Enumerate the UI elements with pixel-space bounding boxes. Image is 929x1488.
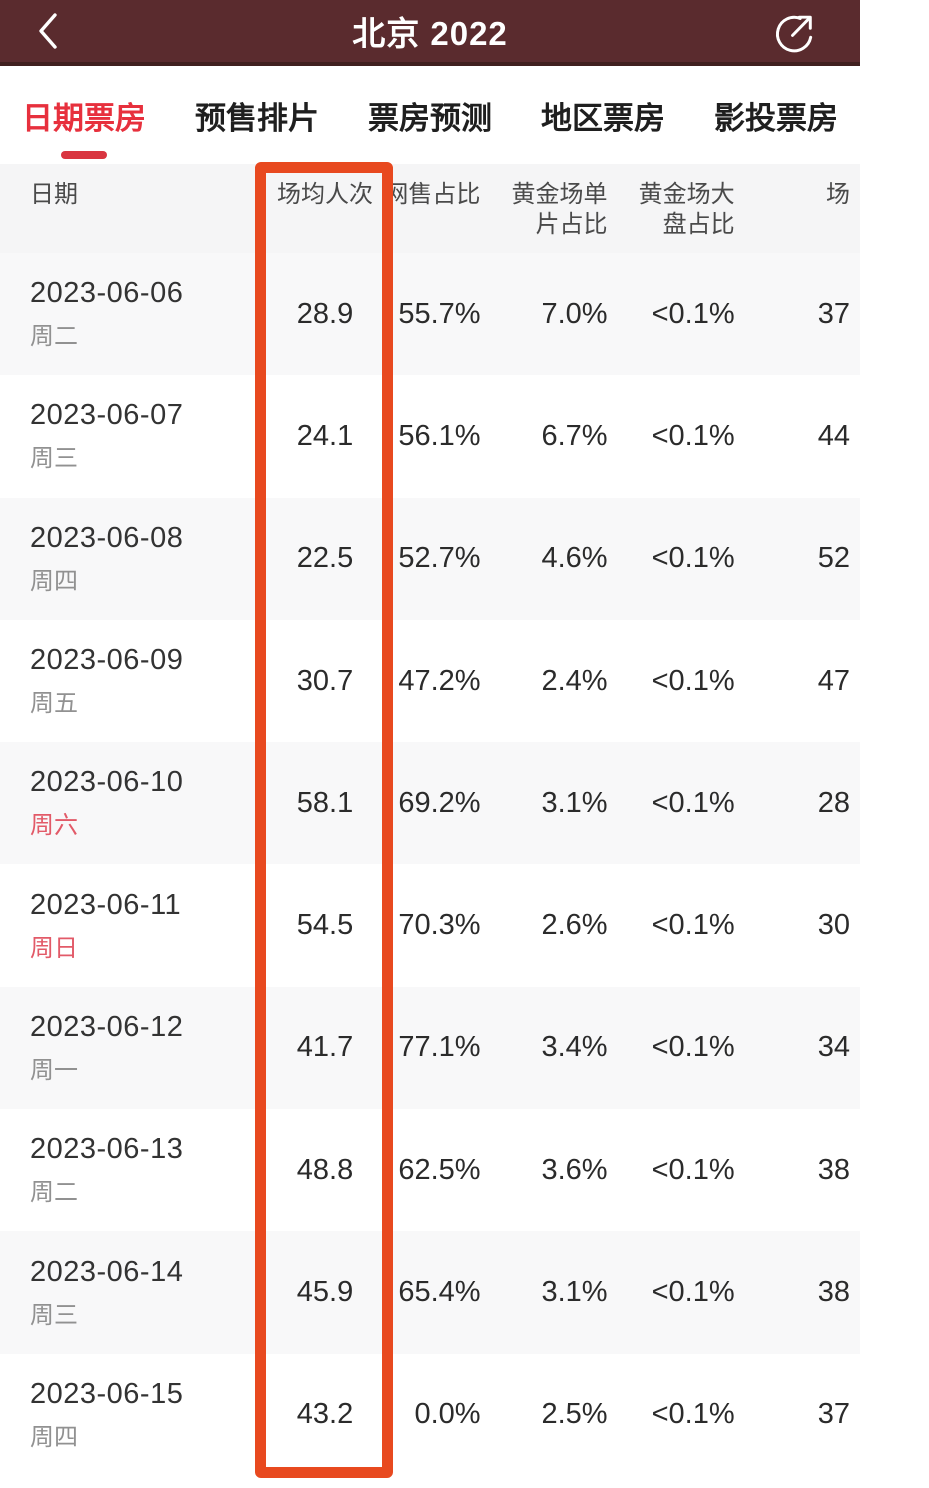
column-header-next-clipped: 场 <box>826 181 850 208</box>
chevron-left-icon <box>31 7 65 58</box>
tab-bar: 日期票房 预售排片 票房预测 地区票房 影投票房 <box>0 66 860 164</box>
column-header-prime-single: 黄金场单 片占比 <box>511 181 608 238</box>
prime-single-cell: 3.4% <box>541 1031 608 1064</box>
online-ratio-cell: 47.2% <box>398 664 481 697</box>
next-column-clipped-cell: 30 <box>817 909 850 942</box>
tab-presale-scheduling[interactable]: 预售排片 <box>195 100 319 136</box>
prime-single-cell: 4.6% <box>541 542 608 575</box>
prime-market-cell: <0.1% <box>651 1398 735 1431</box>
avg-attendance-cell: 24.1 <box>296 419 354 452</box>
avg-attendance-cell: 22.5 <box>296 542 354 575</box>
column-header-online-ratio: 网售占比 <box>384 181 481 208</box>
table-row[interactable]: 2023-06-15 周四 43.2 0.0% 2.5% <0.1% 37 <box>0 1354 860 1476</box>
table-row[interactable]: 2023-06-12 周一 41.7 77.1% 3.4% <0.1% 34 <box>0 986 860 1110</box>
date-cell: 2023-06-07 周三 <box>30 399 184 473</box>
prime-market-cell: <0.1% <box>651 1276 735 1309</box>
prime-market-cell: <0.1% <box>651 909 735 942</box>
avg-attendance-cell: 58.1 <box>296 786 354 819</box>
date-cell: 2023-06-14 周三 <box>30 1255 184 1329</box>
prime-single-cell: 6.7% <box>541 419 608 452</box>
online-ratio-cell: 77.1% <box>398 1031 481 1064</box>
date-cell: 2023-06-15 周四 <box>30 1377 184 1451</box>
online-ratio-cell: 52.7% <box>398 542 481 575</box>
avg-attendance-cell: 48.8 <box>296 1153 354 1186</box>
back-button[interactable] <box>26 4 70 60</box>
prime-market-cell: <0.1% <box>651 1153 735 1186</box>
tab-boxoffice-forecast[interactable]: 票房预测 <box>368 100 492 136</box>
date-cell: 2023-06-13 周二 <box>30 1133 184 1207</box>
table-row[interactable]: 2023-06-10 周六 58.1 69.2% 3.1% <0.1% 28 <box>0 742 860 865</box>
page-title: 北京 2022 <box>352 15 508 52</box>
date-cell: 2023-06-10 周六 <box>30 766 184 840</box>
next-column-clipped-cell: 28 <box>817 786 850 819</box>
avg-attendance-cell: 41.7 <box>296 1031 354 1064</box>
column-header-prime-market: 黄金场大 盘占比 <box>638 181 735 238</box>
online-ratio-cell: 55.7% <box>398 297 481 330</box>
prime-single-cell: 3.1% <box>541 786 608 819</box>
next-column-clipped-cell: 37 <box>817 1398 850 1431</box>
table-row[interactable]: 2023-06-13 周二 48.8 62.5% 3.6% <0.1% 38 <box>0 1109 860 1231</box>
avg-attendance-cell: 28.9 <box>296 297 354 330</box>
table-row[interactable]: 2023-06-06 周二 28.9 55.7% 7.0% <0.1% 37 <box>0 253 860 376</box>
online-ratio-cell: 65.4% <box>398 1276 481 1309</box>
table-row[interactable]: 2023-06-11 周日 54.5 70.3% 2.6% <0.1% 30 <box>0 864 860 986</box>
table-row[interactable]: 2023-06-09 周五 30.7 47.2% 2.4% <0.1% 47 <box>0 620 860 742</box>
prime-market-cell: <0.1% <box>651 297 735 330</box>
tab-date-boxoffice[interactable]: 日期票房 <box>22 100 146 136</box>
table-row[interactable]: 2023-06-08 周四 22.5 52.7% 4.6% <0.1% 52 <box>0 497 860 620</box>
column-header-date: 日期 <box>30 181 78 208</box>
prime-market-cell: <0.1% <box>651 542 735 575</box>
share-icon <box>771 10 817 59</box>
prime-single-cell: 3.1% <box>541 1276 608 1309</box>
next-column-clipped-cell: 38 <box>817 1276 850 1309</box>
prime-market-cell: <0.1% <box>651 419 735 452</box>
next-column-clipped-cell: 44 <box>817 419 850 452</box>
column-header-avg-attendance: 场均人次 <box>276 181 373 208</box>
date-cell: 2023-06-08 周四 <box>30 521 184 595</box>
prime-single-cell: 2.5% <box>541 1398 608 1431</box>
table-row[interactable]: 2023-06-07 周三 24.1 56.1% 6.7% <0.1% 44 <box>0 375 860 497</box>
online-ratio-cell: 62.5% <box>398 1153 481 1186</box>
date-cell: 2023-06-11 周日 <box>30 888 182 962</box>
table-body: 2023-06-06 周二 28.9 55.7% 7.0% <0.1% 37 2… <box>0 253 860 1476</box>
prime-single-cell: 2.6% <box>541 909 608 942</box>
online-ratio-cell: 56.1% <box>398 419 481 452</box>
date-cell: 2023-06-09 周五 <box>30 644 184 718</box>
table-row[interactable]: 2023-06-14 周三 45.9 65.4% 3.1% <0.1% 38 <box>0 1231 860 1354</box>
next-column-clipped-cell: 47 <box>817 664 850 697</box>
prime-market-cell: <0.1% <box>651 664 735 697</box>
app-root: 北京 2022 日期票房 预售排片 票房预测 地区票房 影投票房 日期 场均人次… <box>0 0 860 1478</box>
prime-single-cell: 3.6% <box>541 1153 608 1186</box>
avg-attendance-cell: 45.9 <box>296 1276 354 1309</box>
date-cell: 2023-06-12 周一 <box>30 1010 184 1084</box>
nav-bar: 北京 2022 <box>0 0 860 66</box>
next-column-clipped-cell: 52 <box>817 542 850 575</box>
next-column-clipped-cell: 38 <box>817 1153 850 1186</box>
tab-cinema-investor-boxoffice[interactable]: 影投票房 <box>714 100 838 136</box>
share-button[interactable] <box>770 10 818 58</box>
prime-single-cell: 2.4% <box>541 664 608 697</box>
prime-market-cell: <0.1% <box>651 1031 735 1064</box>
next-column-clipped-cell: 37 <box>817 297 850 330</box>
avg-attendance-cell: 54.5 <box>296 909 354 942</box>
online-ratio-cell: 0.0% <box>414 1398 481 1431</box>
tab-region-boxoffice[interactable]: 地区票房 <box>541 100 665 136</box>
avg-attendance-cell: 30.7 <box>296 664 354 697</box>
online-ratio-cell: 69.2% <box>398 786 481 819</box>
next-column-clipped-cell: 34 <box>817 1031 850 1064</box>
active-tab-indicator <box>61 151 107 159</box>
table-header-row: 日期 场均人次 网售占比 黄金场单 片占比 黄金场大 盘占比 场 <box>0 164 860 253</box>
online-ratio-cell: 70.3% <box>398 909 481 942</box>
date-cell: 2023-06-06 周二 <box>30 277 184 351</box>
prime-market-cell: <0.1% <box>651 786 735 819</box>
avg-attendance-cell: 43.2 <box>296 1398 354 1431</box>
prime-single-cell: 7.0% <box>541 297 608 330</box>
